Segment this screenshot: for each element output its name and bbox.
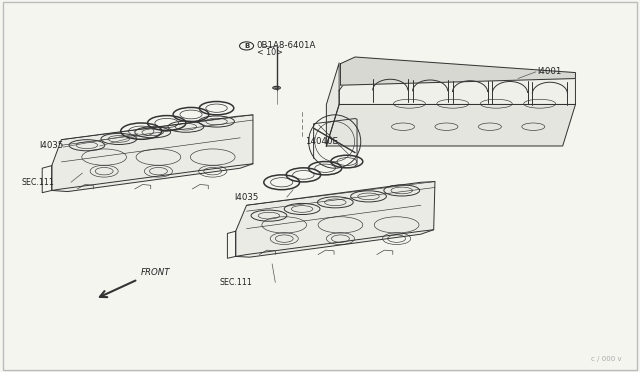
Text: < 10>: < 10>: [257, 48, 283, 57]
Text: B: B: [244, 43, 249, 49]
Text: l4001: l4001: [537, 67, 561, 76]
Text: l4035: l4035: [39, 141, 63, 151]
Polygon shape: [326, 105, 575, 146]
Text: l4035: l4035: [234, 193, 258, 202]
Text: c / 000 v: c / 000 v: [591, 356, 621, 362]
Text: FRONT: FRONT: [141, 268, 171, 277]
Text: SEC.111: SEC.111: [21, 178, 54, 187]
Polygon shape: [52, 115, 253, 192]
Polygon shape: [326, 63, 339, 146]
Text: 14040E: 14040E: [305, 137, 338, 146]
Polygon shape: [339, 63, 575, 105]
Text: 0B1A8-6401A: 0B1A8-6401A: [256, 41, 316, 51]
Polygon shape: [236, 182, 435, 257]
Polygon shape: [340, 57, 575, 85]
Text: SEC.111: SEC.111: [219, 278, 252, 287]
